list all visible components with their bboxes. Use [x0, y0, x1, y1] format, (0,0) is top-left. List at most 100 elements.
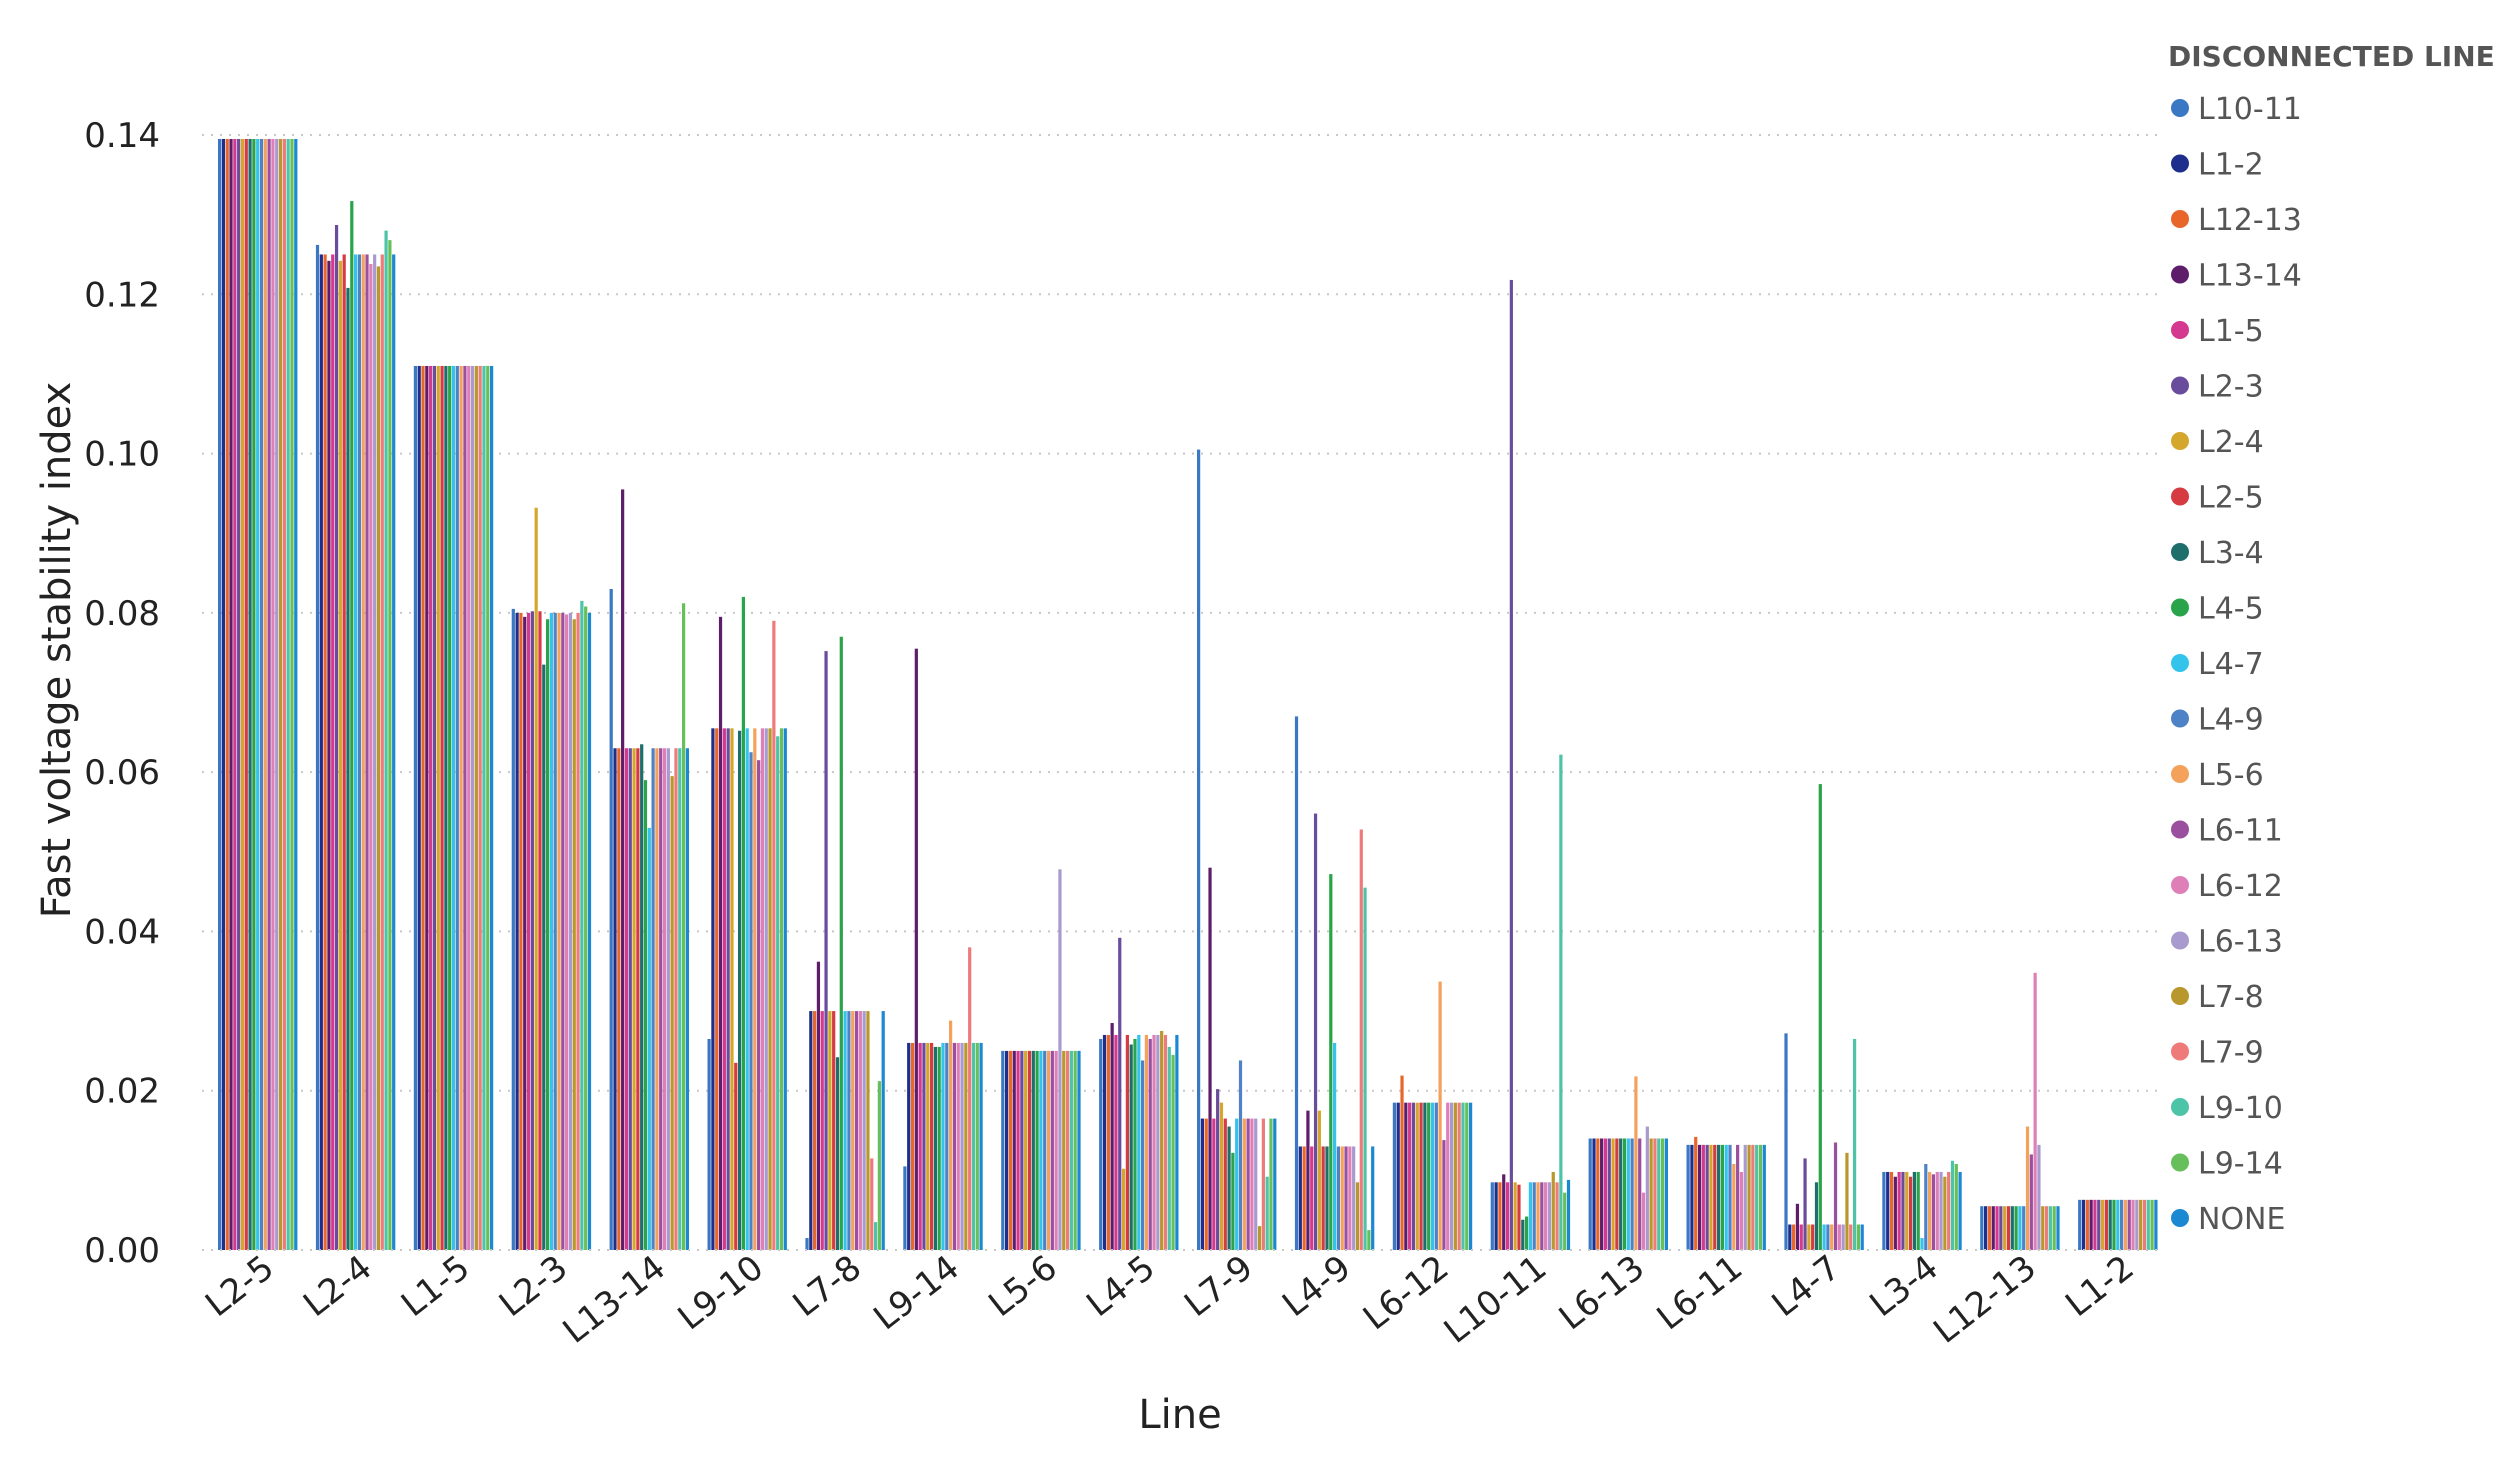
- bar-l1-5-l2-3[interactable]: [432, 365, 437, 1251]
- bar-l4-9-l2-5[interactable]: [1321, 1146, 1325, 1250]
- bar-l13-14-l4-7[interactable]: [647, 827, 651, 1250]
- bar-l1-2-l9-14[interactable]: [2150, 1199, 2154, 1250]
- bar-l12-13-l1-5[interactable]: [1995, 1206, 1999, 1250]
- bar-l9-10-l3-4[interactable]: [737, 730, 742, 1250]
- bar-l9-10-l6-13[interactable]: [764, 728, 768, 1250]
- bar-l10-11-l4-5[interactable]: [1524, 1216, 1529, 1250]
- bar-l3-4-l4-5[interactable]: [1916, 1171, 1920, 1250]
- bar-l6-13-l9-14[interactable]: [1660, 1138, 1665, 1251]
- bar-l4-5-l4-7[interactable]: [1137, 1034, 1141, 1250]
- bar-l10-11-l6-13[interactable]: [1547, 1182, 1552, 1250]
- bar-l6-11-l9-14[interactable]: [1758, 1144, 1763, 1250]
- bar-l2-3-l1-2[interactable]: [515, 612, 519, 1250]
- bar-l9-10-l6-11[interactable]: [757, 760, 761, 1250]
- bar-l5-6-l2-3[interactable]: [1020, 1050, 1024, 1250]
- bar-l4-9-l12-13[interactable]: [1302, 1146, 1306, 1250]
- legend-item-l7-9[interactable]: L7-9: [2171, 1036, 2264, 1071]
- bar-l5-6-l9-10[interactable]: [1069, 1050, 1073, 1250]
- bar-l7-9-l1-2[interactable]: [1200, 1118, 1205, 1250]
- bar-l2-5-l13-14[interactable]: [229, 138, 233, 1251]
- bar-l6-12-l9-14[interactable]: [1465, 1102, 1469, 1250]
- bar-l9-10-l4-9[interactable]: [749, 752, 753, 1250]
- bar-l7-9-l4-9[interactable]: [1238, 1060, 1243, 1250]
- bar-l12-13-l13-14[interactable]: [1991, 1206, 1995, 1250]
- bar-l3-4-l1-5[interactable]: [1897, 1171, 1901, 1250]
- bar-l2-5-l2-3[interactable]: [237, 138, 241, 1251]
- bar-l4-5-l6-13[interactable]: [1156, 1034, 1160, 1250]
- bar-l2-4-l1-2[interactable]: [319, 254, 323, 1250]
- bar-l7-8-l6-13[interactable]: [862, 1011, 866, 1250]
- bar-l1-5-l6-12[interactable]: [467, 365, 471, 1251]
- bar-l6-13-l6-11[interactable]: [1638, 1138, 1642, 1251]
- bar-l6-11-l2-3[interactable]: [1705, 1144, 1709, 1250]
- bar-l7-9-l6-12[interactable]: [1250, 1118, 1254, 1250]
- bar-l13-14-l10-11[interactable]: [609, 588, 613, 1250]
- bar-l4-7-l3-4[interactable]: [1814, 1182, 1819, 1250]
- bar-l10-11-l6-11[interactable]: [1540, 1182, 1544, 1250]
- bar-l4-7-l4-5[interactable]: [1818, 784, 1822, 1250]
- bar-l1-2-l13-14[interactable]: [2089, 1199, 2093, 1250]
- bar-l2-5-l1-5[interactable]: [233, 138, 237, 1251]
- bar-l5-6-l6-12[interactable]: [1054, 1050, 1058, 1250]
- bar-l9-14-l2-3[interactable]: [922, 1042, 926, 1250]
- bar-l6-11-l3-4[interactable]: [1716, 1144, 1721, 1250]
- bar-l4-7-l2-4[interactable]: [1807, 1224, 1811, 1250]
- bar-l2-4-l10-11[interactable]: [315, 244, 320, 1250]
- bar-l4-7-l4-7[interactable]: [1822, 1224, 1826, 1250]
- bar-l9-10-l6-12[interactable]: [760, 728, 765, 1250]
- bar-l5-6-l4-5[interactable]: [1035, 1050, 1039, 1250]
- bar-l13-14-l2-5[interactable]: [636, 748, 640, 1250]
- bar-l7-8-l12-13[interactable]: [813, 1011, 817, 1250]
- bar-l4-5-l2-4[interactable]: [1121, 1168, 1126, 1250]
- bar-l12-13-l10-11[interactable]: [1980, 1206, 1984, 1250]
- bar-l10-11-l6-12[interactable]: [1544, 1182, 1548, 1250]
- bar-l13-14-l5-6[interactable]: [655, 748, 659, 1250]
- bar-l9-10-l1-2[interactable]: [711, 728, 715, 1250]
- bar-l2-5-l12-13[interactable]: [225, 138, 229, 1251]
- bar-l6-13-l2-5[interactable]: [1615, 1138, 1619, 1251]
- bar-l10-11-l2-5[interactable]: [1517, 1184, 1521, 1250]
- bar-l6-12-l2-5[interactable]: [1419, 1102, 1423, 1250]
- legend-item-l7-8[interactable]: L7-8: [2171, 980, 2264, 1015]
- legend-item-l6-13[interactable]: L6-13: [2171, 925, 2283, 960]
- bar-l2-3-l13-14[interactable]: [523, 616, 527, 1250]
- bar-l9-10-l9-10[interactable]: [776, 736, 780, 1250]
- bar-l6-11-l9-10[interactable]: [1755, 1144, 1759, 1250]
- bar-l7-8-l3-4[interactable]: [835, 1057, 840, 1250]
- bar-l7-9-l6-13[interactable]: [1254, 1118, 1258, 1250]
- bar-l10-11-l9-14[interactable]: [1563, 1192, 1567, 1250]
- bar-l6-12-none[interactable]: [1468, 1102, 1473, 1250]
- bar-l4-7-l1-2[interactable]: [1788, 1224, 1792, 1250]
- bar-l1-2-l10-11[interactable]: [2078, 1199, 2082, 1250]
- bar-l4-5-l5-6[interactable]: [1144, 1034, 1149, 1250]
- bar-l4-9-l2-4[interactable]: [1317, 1110, 1321, 1251]
- bar-l4-9-l5-6[interactable]: [1340, 1146, 1344, 1250]
- bar-l1-2-l6-13[interactable]: [2135, 1199, 2139, 1250]
- bar-l2-5-l10-11[interactable]: [218, 138, 222, 1251]
- bar-l2-5-l4-5[interactable]: [252, 138, 256, 1251]
- bar-l9-14-l4-9[interactable]: [945, 1042, 949, 1250]
- bar-l1-5-l5-6[interactable]: [459, 365, 463, 1251]
- bar-l6-12-l2-3[interactable]: [1411, 1102, 1416, 1250]
- bar-l1-5-l13-14[interactable]: [425, 365, 429, 1251]
- bar-l9-10-l5-6[interactable]: [753, 728, 757, 1250]
- bar-l4-9-l4-9[interactable]: [1336, 1146, 1341, 1250]
- bar-l6-12-l4-9[interactable]: [1434, 1102, 1438, 1250]
- bar-l4-5-l1-5[interactable]: [1114, 1034, 1118, 1250]
- bar-l6-11-l6-11[interactable]: [1736, 1144, 1740, 1250]
- bar-l5-6-l12-13[interactable]: [1008, 1050, 1013, 1250]
- bar-l7-9-l12-13[interactable]: [1204, 1118, 1208, 1250]
- bar-l13-14-l13-14[interactable]: [621, 489, 625, 1250]
- bar-l9-14-l2-5[interactable]: [929, 1042, 934, 1250]
- legend-item-l2-4[interactable]: L2-4: [2171, 425, 2264, 460]
- bar-l4-7-l2-5[interactable]: [1811, 1224, 1815, 1250]
- bar-l4-9-l9-14[interactable]: [1367, 1230, 1371, 1250]
- bar-l4-5-l6-11[interactable]: [1148, 1038, 1152, 1250]
- bar-l6-11-none[interactable]: [1762, 1144, 1766, 1250]
- bar-l10-11-l4-9[interactable]: [1532, 1182, 1536, 1250]
- bar-l7-9-l9-14[interactable]: [1269, 1118, 1273, 1250]
- bar-l10-11-l12-13[interactable]: [1498, 1182, 1502, 1250]
- bar-l1-5-l1-2[interactable]: [417, 365, 421, 1251]
- legend-item-l9-14[interactable]: L9-14: [2171, 1147, 2283, 1182]
- bar-l5-6-l10-11[interactable]: [1001, 1050, 1005, 1250]
